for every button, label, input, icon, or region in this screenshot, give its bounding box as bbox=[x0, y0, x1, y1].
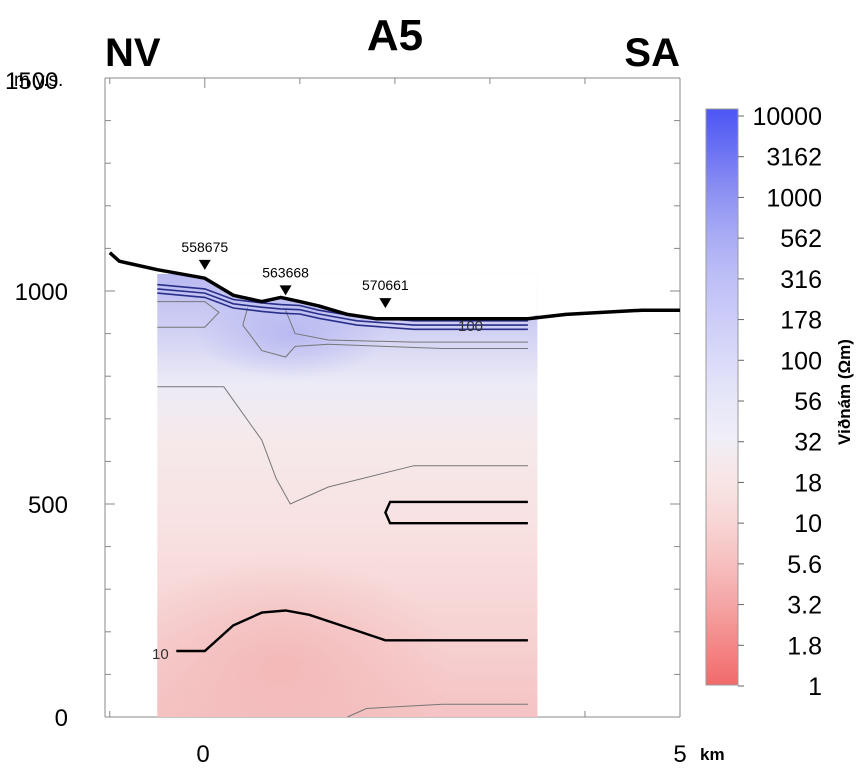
colorbar-tick-label: 316 bbox=[780, 266, 822, 294]
colorbar-tick-label: 1.8 bbox=[787, 632, 822, 660]
contour-100 bbox=[157, 292, 528, 331]
x-unit-label: km bbox=[700, 745, 725, 764]
colorbar-tick-label: 5.6 bbox=[787, 551, 822, 579]
chart-title: A5 bbox=[367, 11, 423, 60]
topography-line bbox=[108, 251, 680, 321]
contour-10 bbox=[176, 609, 528, 653]
colorbar-tick-label: 1000 bbox=[766, 184, 822, 212]
colorbar: 10000 3162 1000 562 316 178 100 56 32 18 10 5.6 3.2 1… bbox=[705, 103, 854, 701]
colorbar-tick-label: 32 bbox=[794, 429, 822, 457]
station-label: 563668 bbox=[262, 264, 309, 280]
colorbar-tick-label: 562 bbox=[780, 225, 822, 253]
colorbar-label: Viðnám (Ωm) bbox=[835, 339, 854, 445]
low-resistivity-shading bbox=[157, 555, 451, 717]
colorbar-tick-label: 1 bbox=[808, 673, 822, 701]
station-marker bbox=[279, 285, 292, 296]
thin-contour bbox=[285, 310, 528, 343]
contour-100 bbox=[157, 288, 528, 326]
colorbar-tick-label: 178 bbox=[780, 307, 822, 335]
contour-100 bbox=[157, 283, 528, 322]
right-end-label: SA bbox=[624, 31, 680, 75]
contour-10 bbox=[384, 500, 528, 525]
station-label: 558675 bbox=[181, 239, 228, 255]
x-tick-label-5: 5 bbox=[673, 741, 686, 768]
station-label: 570661 bbox=[362, 277, 409, 293]
station-markers: 558675 563668 570661 bbox=[181, 239, 409, 309]
y-unit-label: m y.s. bbox=[14, 70, 63, 91]
thin-contour bbox=[347, 703, 528, 718]
contour-label-100: 100 bbox=[458, 318, 483, 335]
colorbar-tick-label: 3.2 bbox=[787, 592, 822, 620]
station-marker bbox=[198, 259, 211, 270]
thin-contour bbox=[242, 307, 528, 358]
left-end-label: NV bbox=[105, 31, 161, 75]
colorbar-tick-label: 3162 bbox=[766, 144, 822, 172]
resistivity-field bbox=[157, 252, 538, 717]
y-tick-label-1000: 1000 bbox=[15, 279, 68, 306]
colorbar-tick-label: 10000 bbox=[752, 103, 822, 131]
x-tick-label-0: 0 bbox=[196, 741, 209, 768]
y-tick-label-500: 500 bbox=[28, 492, 68, 519]
colorbar-tick-label: 100 bbox=[780, 347, 822, 375]
y-tick-label-1500: 1500 bbox=[5, 68, 58, 95]
colorbar-tick-label: 10 bbox=[794, 510, 822, 538]
station-marker bbox=[379, 298, 392, 309]
y-tick-label-0: 0 bbox=[55, 705, 68, 732]
colorbar-tick-label: 56 bbox=[794, 388, 822, 416]
colorbar-gradient bbox=[705, 108, 739, 686]
colorbar-tick-label: 18 bbox=[794, 469, 822, 497]
contour-label-10: 10 bbox=[152, 646, 169, 663]
contour-lines bbox=[157, 283, 528, 718]
thin-contour bbox=[157, 301, 220, 328]
above-ground-mask bbox=[157, 252, 538, 319]
thin-contour bbox=[157, 386, 528, 505]
